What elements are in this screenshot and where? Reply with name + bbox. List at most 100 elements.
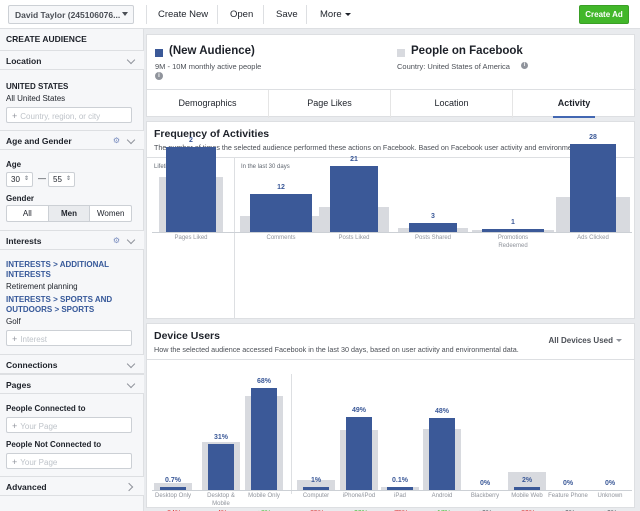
bar-category-label: Ads Clicked (577, 235, 609, 241)
bar-category-label: Comments (266, 235, 296, 241)
open-button[interactable]: Open (230, 9, 254, 20)
audience-bar (387, 487, 413, 490)
age-min-select[interactable]: 30 ⇕ (6, 172, 33, 187)
bar-value-label: 28 (589, 134, 597, 141)
tab-location[interactable]: Location (391, 90, 513, 118)
plus-icon: + (12, 457, 18, 467)
gender-all-button[interactable]: All (7, 206, 49, 221)
pages-label: Pages (6, 380, 32, 390)
audience-name: (New Audience) (169, 45, 255, 57)
people-connected-label: People Connected to (6, 404, 86, 413)
location-section-header[interactable]: Location (0, 50, 144, 70)
audience-header-card: (New Audience) 9M - 10M monthly active p… (146, 34, 636, 118)
dropdown-value: All Devices Used (548, 336, 613, 345)
chevron-down-icon (126, 235, 136, 245)
bar-value-label: 3 (431, 212, 435, 220)
gear-icon[interactable]: ⚙ (112, 136, 120, 145)
device-description: How the selected audience accessed Faceb… (154, 345, 519, 354)
divider (234, 158, 235, 319)
plus-icon: + (12, 334, 18, 344)
bar-category-label: Promotions Redeemed (497, 235, 529, 249)
caret-down-icon (344, 12, 351, 16)
audience-bar (482, 228, 544, 232)
last30-label: In the last 30 days (241, 164, 290, 170)
divider (291, 374, 292, 494)
audience-bar (303, 487, 329, 490)
chevron-right-icon (124, 482, 134, 492)
create-ad-button[interactable]: Create Ad (579, 5, 629, 24)
create-new-button[interactable]: Create New (158, 9, 209, 20)
connections-section-header[interactable]: Connections (0, 354, 144, 374)
bar-category-label: Unknown (597, 493, 623, 499)
not-connected-page-input[interactable]: + Your Page (6, 453, 132, 469)
age-gender-section-header[interactable]: Age and Gender ⚙ (0, 130, 144, 150)
bar-value-label: 68% (256, 378, 271, 385)
bar-value-label: 12 (277, 184, 285, 192)
chevron-down-icon (126, 379, 136, 389)
people-not-connected-label: People Not Connected to (6, 440, 102, 449)
audience-bar (160, 487, 186, 490)
benchmark-bar (154, 483, 192, 490)
bar-value-label: 0.1% (392, 477, 408, 484)
divider (147, 359, 634, 360)
info-icon[interactable]: i (155, 72, 163, 80)
interest-input[interactable]: + Interest (6, 330, 132, 346)
audience-bar (166, 147, 216, 232)
advanced-section-header[interactable]: Advanced (0, 476, 144, 496)
audience-size: 9M - 10M monthly active people (155, 62, 262, 71)
page-placeholder: Your Page (20, 458, 58, 467)
device-users-card: Device Users How the selected audience a… (146, 323, 635, 511)
tab-activity[interactable]: Activity (513, 90, 635, 118)
bar-category-label: Android (431, 493, 453, 499)
audience-tabs: Demographics Page Likes Location Activit… (147, 89, 636, 118)
info-icon[interactable]: i (521, 62, 528, 69)
benchmark-bar (297, 479, 335, 490)
baseline (152, 232, 632, 233)
bar-category-label: Posts Shared (414, 235, 452, 241)
lifetime-label: Lifetime (154, 164, 176, 170)
bar-value-label: 0% (479, 480, 491, 487)
bar-category-label: Posts Liked (338, 235, 370, 241)
location-input[interactable]: + Country, region, or city (6, 107, 132, 123)
bar-value-label: 0% (604, 480, 616, 487)
account-selector[interactable]: David Taylor (245106076... (8, 5, 134, 24)
interest-item: Retirement planning (6, 282, 78, 291)
compare-color-swatch (397, 49, 405, 57)
audience-bar (514, 487, 540, 490)
all-devices-dropdown[interactable]: All Devices Used (549, 336, 622, 345)
compare-audience-name: People on Facebook (411, 45, 523, 57)
chevron-down-icon (126, 359, 136, 369)
pages-section-header[interactable]: Pages (0, 374, 144, 394)
more-menu[interactable]: More (320, 9, 351, 20)
bar-category-label: Mobile Only (248, 493, 280, 499)
gender-women-button[interactable]: Women (96, 209, 125, 218)
stepper-arrows-icon: ⇕ (65, 176, 71, 182)
bar-category-label: Desktop Only (154, 493, 191, 499)
interest-category-link[interactable]: INTERESTS > ADDITIONAL INTERESTS (6, 260, 109, 279)
interest-category-link[interactable]: INTERESTS > SPORTS AND OUTDOORS > SPORTS (6, 295, 113, 314)
bar-value-label: 1 (511, 218, 515, 226)
connected-page-input[interactable]: + Your Page (6, 417, 132, 433)
tab-page-likes[interactable]: Page Likes (269, 90, 391, 118)
frequency-title: Frequency of Activities (154, 128, 270, 140)
bar-value-label: 1% (310, 477, 322, 484)
toolbar-divider (217, 5, 218, 24)
toolbar-divider (146, 5, 147, 24)
bar-value-label: 2% (521, 477, 533, 484)
top-toolbar: David Taylor (245106076... Create New Op… (0, 0, 640, 29)
age-max-select[interactable]: 55 ⇕ (48, 172, 75, 187)
location-label: Location (6, 56, 42, 66)
interests-section-header[interactable]: Interests ⚙ (0, 230, 144, 250)
main-panel: (New Audience) 9M - 10M monthly active p… (146, 29, 640, 511)
age-label: Age (6, 160, 22, 169)
interests-label: Interests (6, 236, 42, 246)
sidebar-title: CREATE AUDIENCE (6, 34, 87, 44)
gear-icon[interactable]: ⚙ (112, 236, 120, 245)
bar-value-label: 2 (189, 137, 193, 144)
plus-icon: + (12, 421, 18, 431)
bar-value-label: 0.7% (165, 477, 181, 484)
caret-down-icon (122, 12, 128, 16)
tab-demographics[interactable]: Demographics (147, 90, 269, 118)
save-button[interactable]: Save (276, 9, 298, 20)
gender-men-button[interactable]: Men (48, 206, 91, 221)
